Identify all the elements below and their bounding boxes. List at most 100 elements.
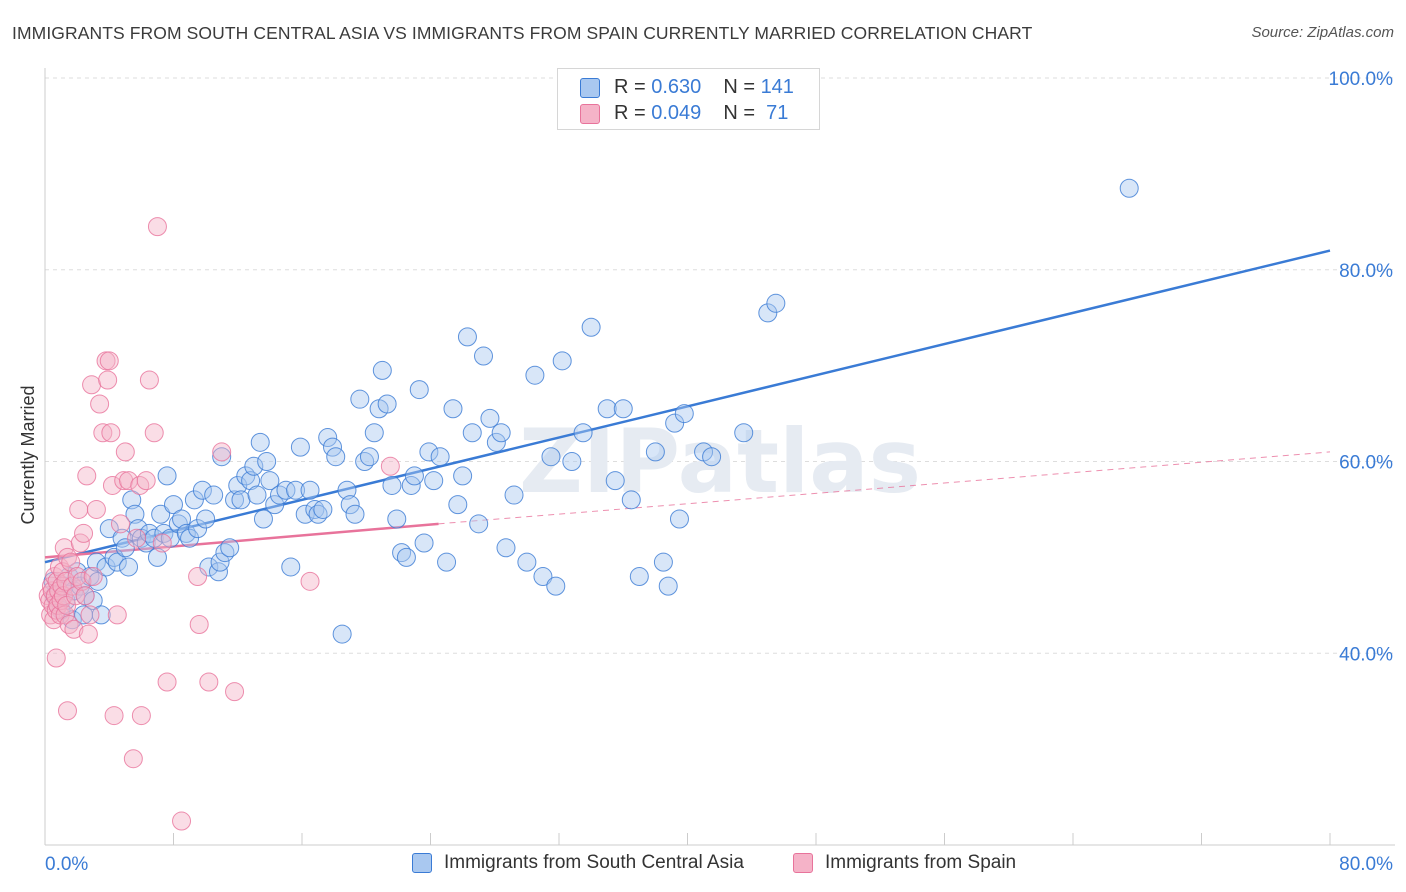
y-tick-label: 40.0%	[1339, 644, 1393, 665]
point-spain	[77, 466, 97, 486]
point-spain	[172, 811, 192, 831]
point-spain	[136, 471, 156, 491]
point-south-central-asia	[208, 562, 228, 582]
point-south-central-asia	[453, 466, 473, 486]
point-south-central-asia	[210, 552, 230, 572]
point-south-central-asia	[629, 567, 649, 587]
point-south-central-asia	[525, 365, 545, 385]
point-south-central-asia	[581, 317, 601, 337]
point-south-central-asia	[404, 466, 424, 486]
legend-item-south-central-asia[interactable]: Immigrants from South Central Asia	[412, 852, 744, 874]
stats-legend: R = 0.630 N = 141 R = 0.049 N = 71	[557, 68, 820, 130]
point-south-central-asia	[396, 547, 416, 567]
point-spain	[152, 533, 172, 553]
n-value: 141	[760, 76, 794, 98]
point-spain	[57, 701, 77, 721]
point-south-central-asia	[665, 413, 685, 433]
point-south-central-asia	[546, 576, 566, 596]
point-south-central-asia	[172, 509, 192, 529]
point-south-central-asia	[409, 380, 429, 400]
point-spain	[144, 423, 164, 443]
legend-label: Immigrants from South Central Asia	[444, 852, 744, 873]
point-south-central-asia	[286, 480, 306, 500]
point-south-central-asia	[313, 499, 333, 519]
point-south-central-asia	[244, 456, 264, 476]
n-label: N =	[723, 102, 755, 124]
point-spain	[110, 514, 130, 534]
point-spain	[78, 624, 98, 644]
point-spain	[104, 706, 124, 726]
tick-labels: 40.0% 60.0% 80.0% 100.0% 0.0% 80.0%	[45, 69, 1393, 875]
point-south-central-asia	[658, 576, 678, 596]
point-south-central-asia	[253, 509, 273, 529]
point-south-central-asia	[125, 504, 145, 524]
point-south-central-asia	[276, 480, 296, 500]
r-value: 0.049	[651, 102, 702, 124]
point-south-central-asia	[419, 442, 439, 462]
point-south-central-asia	[225, 490, 245, 510]
point-south-central-asia	[491, 423, 511, 443]
point-spain	[99, 351, 119, 371]
point-south-central-asia	[414, 533, 434, 553]
n-label: N =	[723, 76, 755, 98]
point-spain	[64, 619, 84, 639]
point-spain	[61, 552, 81, 572]
point-south-central-asia	[91, 605, 111, 625]
point-spain	[69, 499, 89, 519]
point-spain	[157, 672, 177, 692]
point-south-central-asia	[290, 437, 310, 457]
point-spain	[86, 499, 106, 519]
point-south-central-asia	[674, 404, 694, 424]
point-south-central-asia	[734, 423, 754, 443]
trend-line-south-central-asia	[44, 249, 1331, 564]
y-tick-label: 100.0%	[1329, 69, 1394, 90]
point-south-central-asia	[562, 452, 582, 471]
point-south-central-asia	[517, 552, 537, 572]
r-value: 0.630	[651, 76, 702, 98]
point-south-central-asia	[387, 509, 407, 529]
point-spain	[83, 567, 103, 587]
point-south-central-asia	[702, 447, 722, 467]
point-south-central-asia	[766, 293, 786, 313]
point-south-central-asia	[247, 485, 267, 505]
point-south-central-asia	[573, 423, 593, 443]
point-spain	[74, 523, 94, 543]
point-spain	[212, 442, 232, 462]
point-south-central-asia	[204, 485, 224, 505]
point-south-central-asia	[424, 471, 444, 491]
point-south-central-asia	[281, 557, 301, 577]
point-south-central-asia	[99, 519, 119, 539]
point-spain	[131, 706, 151, 726]
point-south-central-asia	[613, 399, 633, 419]
legend-item-spain[interactable]: Immigrants from Spain	[793, 852, 1016, 874]
point-south-central-asia	[552, 351, 572, 371]
point-south-central-asia	[326, 447, 346, 467]
point-south-central-asia	[504, 485, 524, 505]
point-south-central-asia	[115, 538, 135, 558]
y-tick-label: 80.0%	[1339, 261, 1393, 282]
point-spain	[55, 605, 75, 625]
point-south-central-asia	[332, 624, 352, 644]
point-south-central-asia	[430, 447, 450, 467]
point-spain	[98, 370, 118, 390]
point-south-central-asia	[597, 399, 617, 419]
point-south-central-asia	[122, 490, 142, 510]
point-south-central-asia	[457, 327, 477, 347]
y-axis-label: Currently Married	[18, 385, 38, 524]
point-south-central-asia	[337, 480, 357, 500]
stats-row-spain: R = 0.049 N = 71	[580, 102, 788, 125]
grid-lines	[45, 77, 1395, 654]
point-spain	[82, 375, 102, 395]
point-south-central-asia	[192, 480, 212, 500]
point-spain	[188, 567, 208, 587]
y-tick-label: 60.0%	[1339, 453, 1393, 474]
legend-label: Immigrants from Spain	[825, 852, 1017, 873]
point-south-central-asia	[119, 557, 139, 577]
blue-swatch	[412, 853, 432, 873]
point-south-central-asia	[180, 528, 200, 548]
point-south-central-asia	[147, 547, 167, 567]
trend-lines	[44, 249, 1331, 564]
bottom-legend: Immigrants from South Central Asia Immig…	[0, 852, 1406, 878]
point-south-central-asia	[260, 471, 280, 491]
